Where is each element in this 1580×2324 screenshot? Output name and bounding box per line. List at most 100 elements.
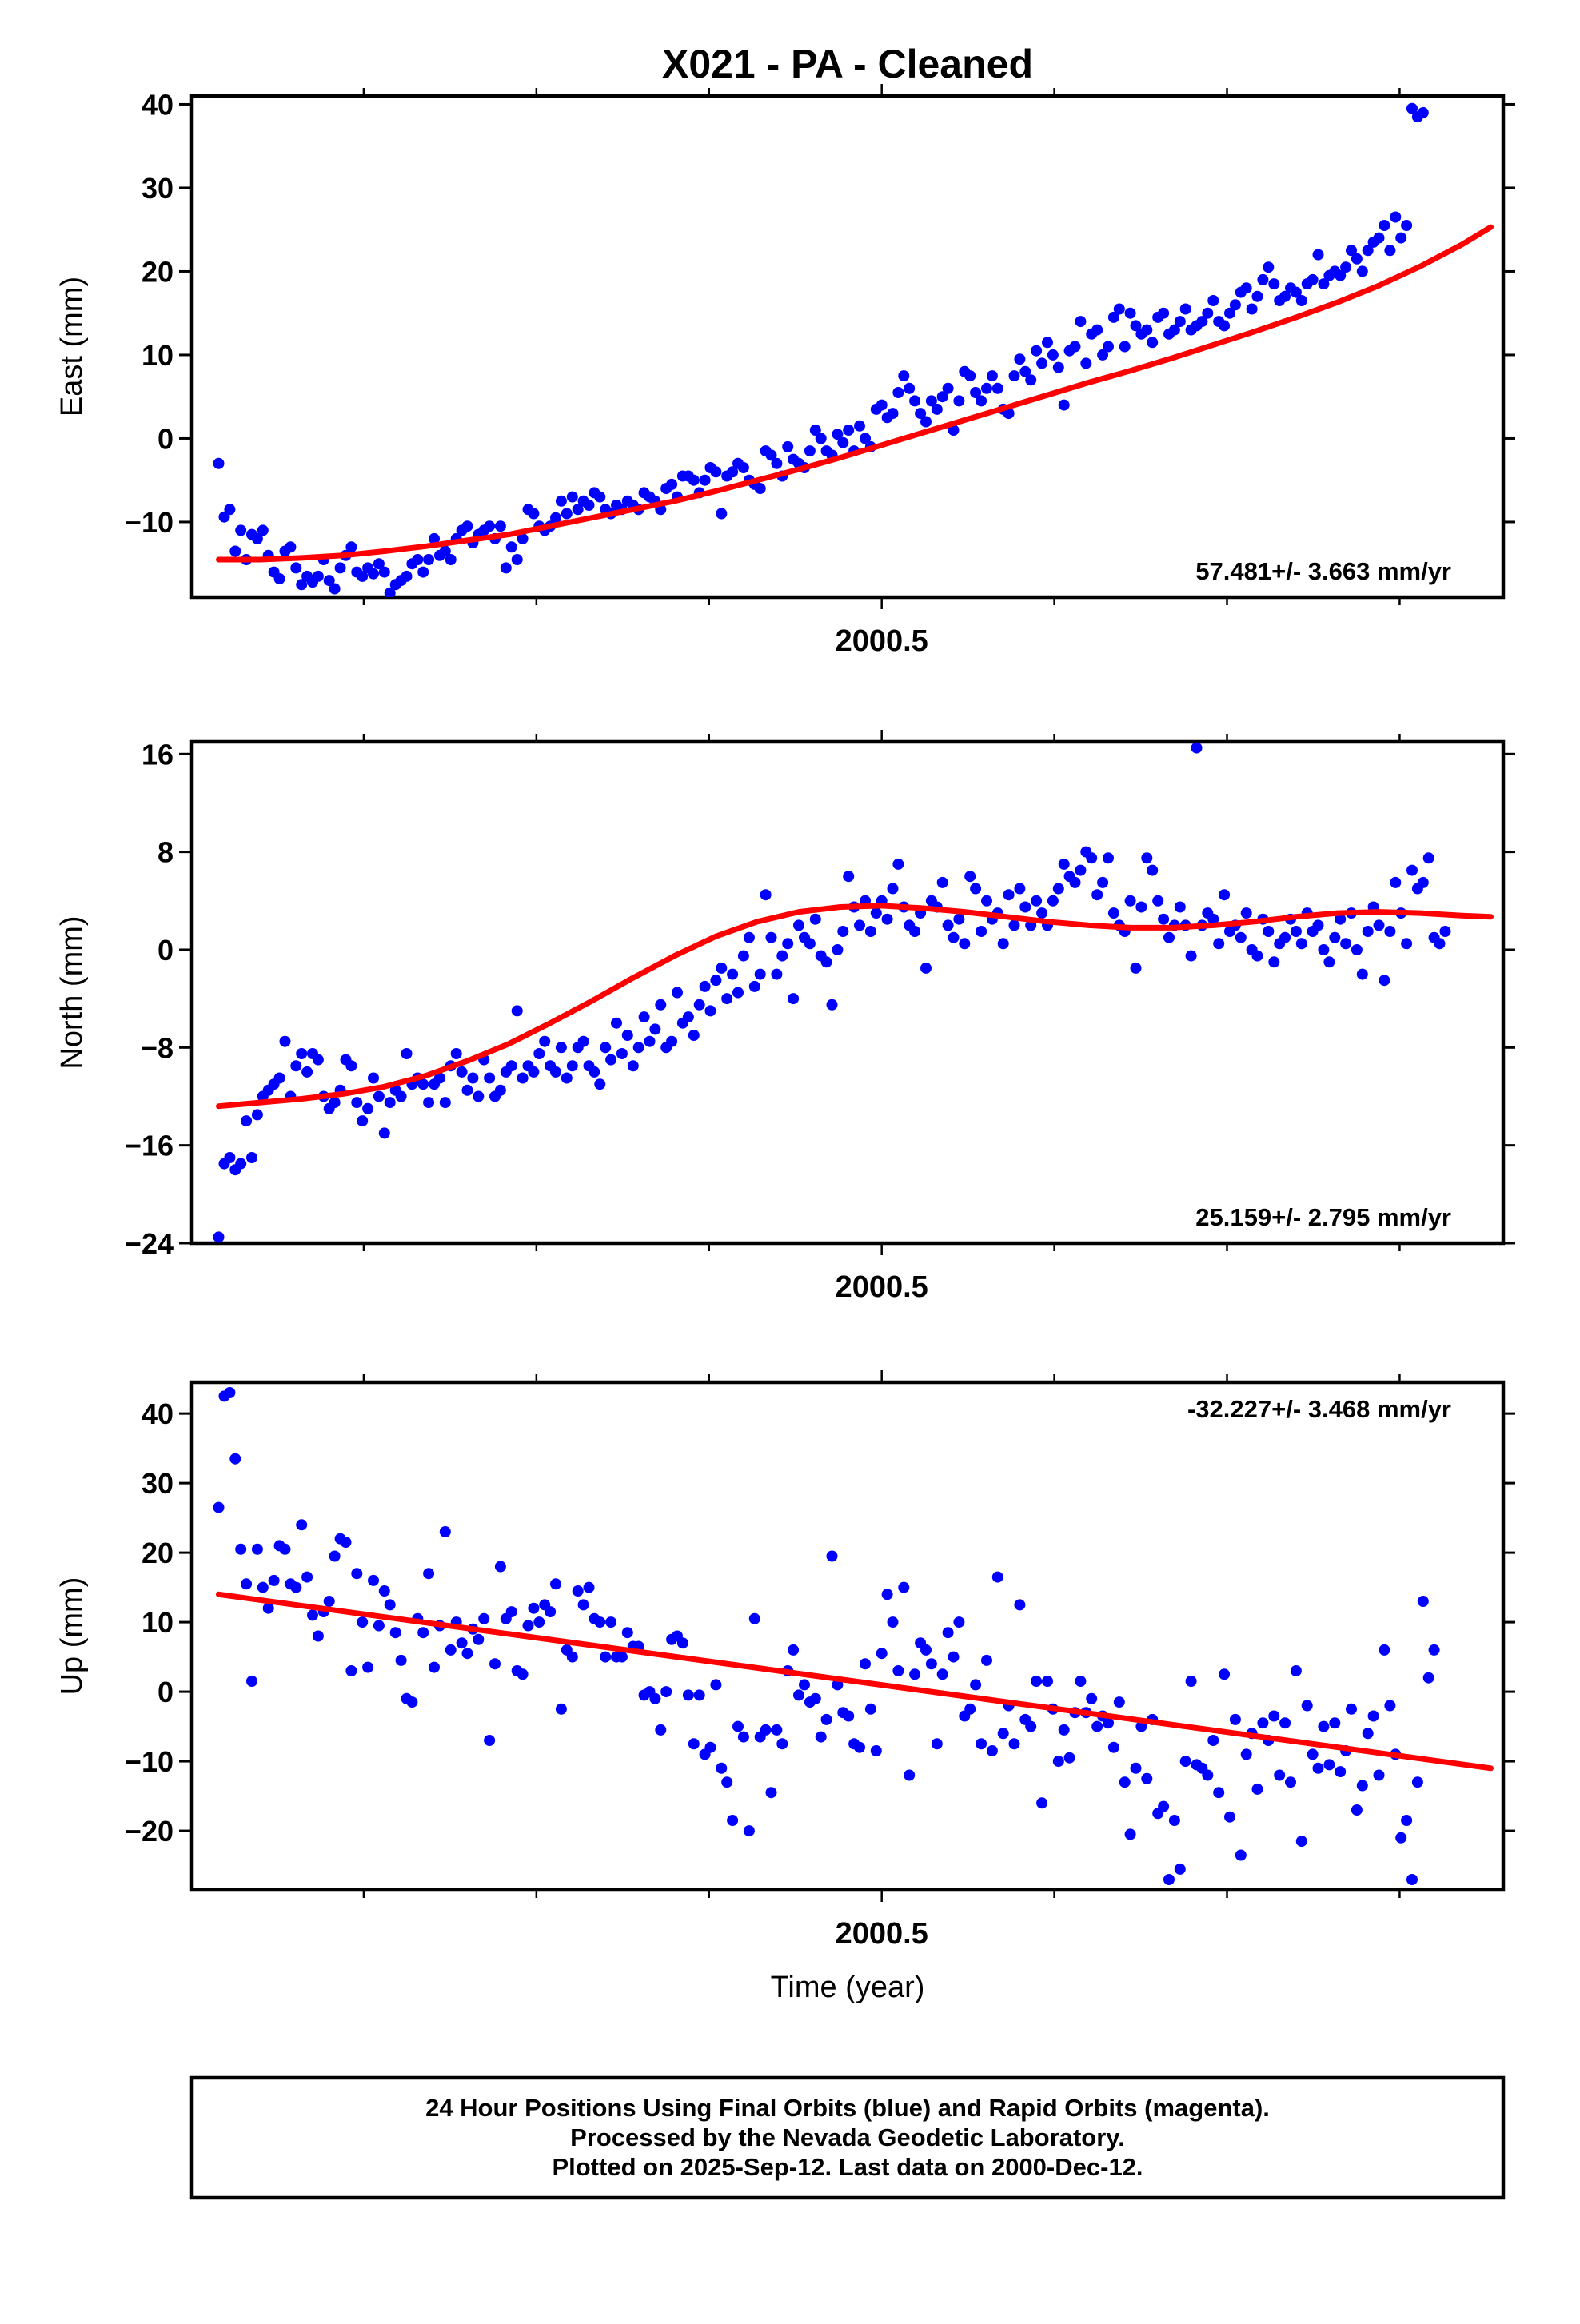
east-data-point: [439, 545, 451, 557]
east-data-point: [1340, 261, 1352, 273]
north-data-point: [1417, 876, 1429, 888]
up-data-point: [854, 1741, 865, 1753]
up-rate-label: -32.227+/- 3.468 mm/yr: [1187, 1395, 1451, 1423]
north-data-point: [251, 1109, 263, 1121]
up-data-point: [864, 1703, 876, 1715]
north-data-point: [1075, 864, 1087, 876]
north-data-point: [881, 913, 893, 925]
east-data-point: [986, 370, 998, 382]
up-ytick-label: 0: [158, 1676, 174, 1708]
north-data-point: [456, 1066, 468, 1078]
east-data-point: [727, 466, 739, 478]
up-data-point: [976, 1738, 988, 1750]
east-data-point: [561, 508, 573, 520]
north-data-point: [417, 1078, 429, 1090]
east-fit-line: [216, 224, 1494, 563]
up-data-point: [1307, 1748, 1319, 1760]
up-data-point: [489, 1658, 501, 1670]
north-data-point: [748, 980, 760, 992]
up-data-point: [478, 1612, 490, 1624]
east-data-point: [500, 562, 512, 574]
up-data-point: [1395, 1832, 1407, 1844]
north-data-point: [528, 1066, 540, 1078]
east-data-point: [1279, 290, 1291, 302]
north-xtick-label: 2000.5: [836, 1270, 928, 1304]
up-data-point: [257, 1581, 269, 1593]
north-data-point: [948, 931, 960, 943]
east-data-point: [976, 395, 988, 407]
east-data-point: [1042, 337, 1053, 349]
up-data-point: [721, 1776, 733, 1788]
east-data-point: [511, 554, 523, 565]
up-data-point: [1229, 1713, 1241, 1725]
up-data-point: [572, 1585, 584, 1597]
east-data-point: [1263, 261, 1275, 273]
up-data-point: [776, 1738, 788, 1750]
up-data-point: [1219, 1668, 1231, 1680]
east-data-point: [412, 554, 424, 565]
north-data-point: [1174, 901, 1186, 913]
up-data-point: [1063, 1752, 1075, 1764]
up-data-point: [517, 1668, 529, 1680]
north-data-point: [1185, 950, 1197, 962]
east-data-point: [1158, 307, 1170, 319]
north-data-point: [649, 1023, 661, 1035]
north-data-point: [611, 1017, 622, 1029]
up-data-point: [942, 1627, 954, 1639]
up-data-point: [1401, 1815, 1413, 1826]
up-data-point: [1295, 1836, 1307, 1848]
north-data-point: [737, 950, 749, 962]
up-xtick-label: 2000.5: [836, 1917, 928, 1951]
up-data-point: [456, 1637, 468, 1649]
up-data-point: [1031, 1676, 1043, 1687]
up-data-point: [737, 1731, 749, 1743]
north-data-point: [981, 895, 992, 907]
north-data-point: [1251, 950, 1263, 962]
north-ytick-label: 0: [158, 934, 174, 967]
north-data-point: [1279, 931, 1291, 943]
north-data-point: [1147, 864, 1159, 876]
east-data-point: [1174, 316, 1186, 328]
up-data-point: [1301, 1700, 1313, 1712]
east-data-point: [892, 387, 904, 398]
up-data-point: [505, 1606, 517, 1618]
north-data-point: [920, 962, 932, 974]
up-data-point: [1036, 1797, 1048, 1809]
up-data-point: [1008, 1738, 1020, 1750]
north-data-point: [1213, 938, 1225, 950]
up-data-point: [743, 1825, 755, 1837]
up-data-point: [953, 1616, 965, 1628]
north-data-point: [837, 926, 849, 937]
north-data-point: [273, 1072, 285, 1084]
east-ytick-label: 20: [142, 255, 174, 288]
north-data-point: [964, 871, 976, 883]
north-data-point: [909, 926, 921, 937]
east-data-point: [1141, 324, 1153, 336]
east-data-point: [1423, 0, 1434, 6]
up-data-point: [860, 1658, 871, 1670]
up-data-point: [771, 1724, 783, 1736]
east-data-point: [323, 575, 335, 587]
east-data-point: [1202, 307, 1214, 319]
east-data-point: [357, 570, 369, 582]
up-data-point: [566, 1651, 578, 1663]
north-data-point: [279, 1035, 291, 1047]
up-data-point: [1119, 1776, 1131, 1788]
north-data-point: [241, 1115, 253, 1127]
east-data-point: [290, 562, 302, 574]
east-data-point: [1207, 295, 1219, 306]
north-data-point: [788, 993, 800, 1005]
up-ytick-label: 10: [142, 1606, 174, 1639]
east-data-point: [1362, 245, 1374, 257]
up-data-point: [1434, 0, 1446, 6]
east-ytick-label: 0: [158, 422, 174, 455]
up-data-point: [395, 1654, 407, 1666]
north-data-point: [721, 993, 733, 1005]
up-data-point: [1486, 0, 1497, 6]
north-data-point: [936, 876, 948, 888]
east-y-axis-label: East (mm): [55, 277, 89, 417]
east-data-point: [1307, 273, 1319, 285]
up-data-point: [461, 1648, 473, 1660]
up-data-point: [1213, 1787, 1225, 1799]
north-data-point: [1439, 926, 1451, 937]
